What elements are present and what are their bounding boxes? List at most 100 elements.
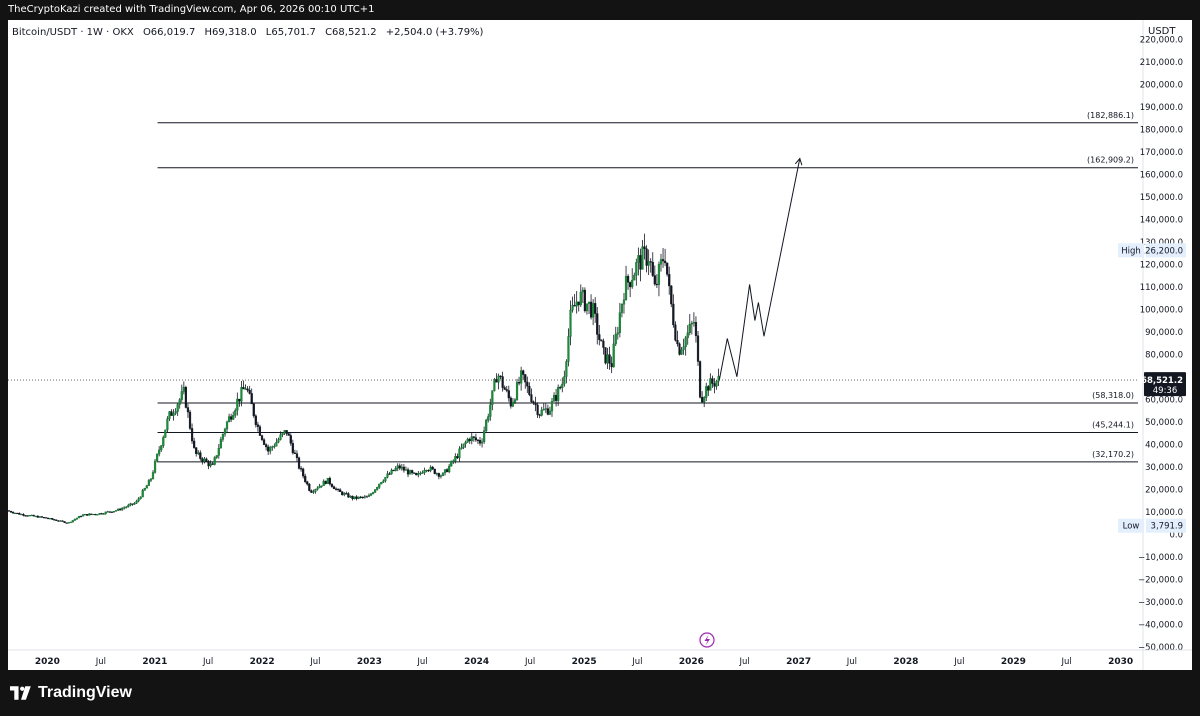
- candle-body: [454, 456, 457, 462]
- chart-panel[interactable]: (182,886.1) (162,909.2) (58,318.0) (45,244.…: [8, 20, 1192, 670]
- time-axis[interactable]: 2020 Jul 2021 Jul 2022 Jul 2023 Jul 2024 Jul 2025 J…: [8, 632, 1192, 667]
- high-marker-label: High: [1121, 246, 1141, 256]
- last-price-tag: [1144, 372, 1186, 397]
- candlestick-series: [8, 233, 720, 524]
- time-tick-label: 2022: [250, 657, 275, 667]
- candle-body: [281, 432, 284, 436]
- candle-body: [505, 389, 508, 391]
- candle-body: [16, 512, 19, 515]
- candle-body: [555, 395, 558, 401]
- candle-body: [705, 386, 708, 398]
- candle-body: [129, 503, 132, 506]
- candle-body: [205, 458, 208, 462]
- candle-body: [328, 477, 331, 485]
- candle-body: [567, 336, 570, 362]
- candle-body: [707, 386, 710, 391]
- candle-body: [637, 255, 640, 263]
- candle-body: [386, 473, 389, 478]
- candle-body: [277, 439, 280, 443]
- candle-body: [182, 387, 185, 392]
- candle-body: [429, 466, 432, 471]
- candle-body: [322, 480, 325, 486]
- candle-body: [557, 387, 560, 401]
- candle-body: [664, 260, 667, 264]
- candle-body: [180, 391, 183, 400]
- projection-drawing[interactable]: [718, 157, 803, 381]
- candle-body: [483, 430, 486, 443]
- ohlc-close: C68,521.2: [325, 27, 377, 38]
- candle-body: [548, 410, 552, 415]
- price-chart[interactable]: (182,886.1) (162,909.2) (58,318.0) (45,244.…: [8, 20, 1192, 670]
- candle-body: [201, 458, 204, 462]
- candle-body: [464, 441, 467, 445]
- price-tick-label: 210,000.0: [1140, 58, 1183, 68]
- candle-body: [517, 382, 521, 384]
- candle-body: [149, 478, 153, 481]
- candle-body: [145, 485, 148, 489]
- candle-body: [297, 457, 301, 469]
- candle-body: [367, 495, 371, 497]
- candle-body: [351, 495, 354, 500]
- candle-body: [626, 275, 630, 283]
- candle-body: [437, 473, 440, 477]
- candle-body: [423, 470, 426, 473]
- candle-body: [448, 465, 451, 473]
- time-tick-label: Jul: [524, 657, 535, 667]
- time-tick-label: Jul: [309, 657, 320, 667]
- ohlc-low: L65,701.7: [265, 27, 316, 38]
- price-tick-label: −40,000.0: [1138, 620, 1183, 630]
- candle-body: [135, 500, 138, 504]
- time-tick-label: Jul: [95, 657, 106, 667]
- candle-body: [497, 375, 500, 383]
- candle-body: [47, 517, 50, 520]
- candle-body: [378, 483, 381, 488]
- candle-body: [610, 363, 613, 368]
- candle-body: [400, 466, 403, 469]
- candle-body: [577, 301, 580, 306]
- candle-body: [441, 472, 445, 476]
- time-tick-label: 2029: [1001, 657, 1026, 667]
- candle-body: [279, 434, 282, 440]
- low-marker-value-box: [1146, 518, 1186, 533]
- candle-body: [314, 489, 317, 492]
- candle-body: [661, 259, 665, 262]
- candle-body: [141, 490, 144, 498]
- candle-body: [55, 519, 58, 521]
- time-tick-label: 2026: [679, 657, 704, 667]
- candle-body: [178, 399, 181, 405]
- price-axis[interactable]: 220,000.0 210,000.0 200,000.0 190,000.0 180,…: [1118, 20, 1186, 670]
- candle-body: [499, 375, 502, 377]
- currency-label[interactable]: USDT: [1148, 26, 1176, 37]
- symbol-title[interactable]: Bitcoin/USDT · 1W · OKX: [12, 27, 134, 38]
- candle-body: [406, 469, 410, 475]
- candle-body: [491, 390, 494, 405]
- candle-body: [678, 343, 681, 355]
- candle-body: [254, 415, 257, 425]
- candle-body: [190, 428, 194, 442]
- candle-body: [334, 488, 338, 490]
- high-marker-value-box: [1146, 243, 1186, 258]
- symbol-info-bar: Bitcoin/USDT · 1W · OKX O66,019.7 H69,31…: [12, 27, 489, 38]
- candle-body: [456, 456, 459, 459]
- candle-body: [450, 460, 453, 467]
- candle-body: [524, 374, 527, 383]
- candle-body: [392, 469, 395, 472]
- time-tick-label: Jul: [738, 657, 749, 667]
- candle-body: [598, 334, 601, 340]
- brand-name: TradingView: [38, 684, 132, 701]
- candle-body: [520, 370, 523, 384]
- time-tick-label: 2030: [1108, 657, 1133, 667]
- candle-body: [365, 496, 368, 498]
- candle-body: [9, 511, 13, 513]
- price-tick-label: 0.0: [1169, 530, 1183, 540]
- candle-body: [299, 468, 303, 470]
- horizontal-levels: (182,886.1) (162,909.2) (58,318.0) (45,244.…: [157, 111, 1138, 463]
- candle-body: [573, 305, 576, 307]
- candle-body: [79, 515, 83, 518]
- candle-body: [92, 513, 95, 516]
- candle-body: [363, 496, 366, 498]
- candle-body: [550, 401, 554, 412]
- candle-body: [361, 496, 364, 499]
- candle-body: [164, 429, 167, 438]
- candle-body: [44, 517, 48, 519]
